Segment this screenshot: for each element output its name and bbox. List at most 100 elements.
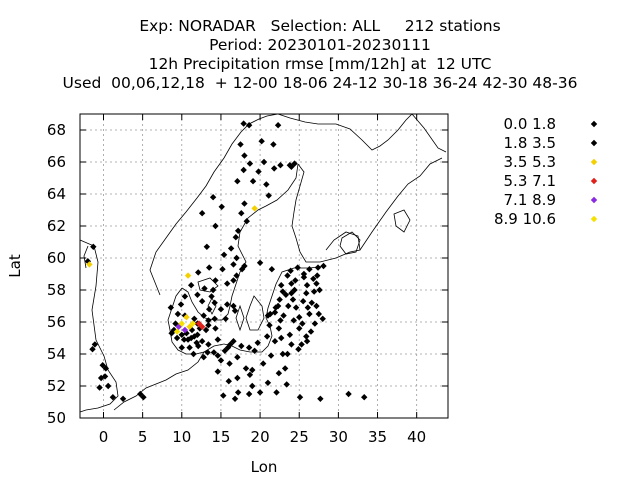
y-tick-label: 64 — [47, 185, 66, 203]
data-point — [212, 325, 219, 332]
data-point — [174, 310, 182, 318]
data-point — [226, 360, 233, 367]
data-points — [84, 120, 368, 402]
data-point — [233, 272, 240, 279]
data-point — [86, 261, 93, 268]
data-point — [270, 141, 277, 148]
data-point — [315, 310, 323, 318]
data-point — [264, 379, 272, 386]
data-point — [173, 334, 181, 342]
data-point — [296, 394, 304, 401]
data-point — [283, 381, 290, 388]
legend-marker — [590, 196, 598, 204]
data-point — [277, 162, 284, 169]
data-point — [308, 299, 315, 306]
data-point — [246, 371, 254, 378]
data-point — [96, 384, 103, 391]
data-point — [256, 259, 264, 266]
data-point — [181, 293, 189, 300]
data-point — [109, 394, 117, 401]
data-point — [237, 141, 244, 148]
data-point — [260, 360, 267, 367]
data-point — [240, 120, 247, 127]
data-point — [303, 338, 311, 345]
data-point — [276, 296, 283, 303]
data-point — [292, 304, 300, 311]
data-point — [277, 317, 284, 324]
data-point — [231, 307, 239, 314]
data-point — [194, 331, 201, 338]
data-point — [242, 365, 250, 372]
data-point — [241, 200, 248, 207]
data-point — [243, 218, 250, 225]
x-tick-label: 25 — [290, 428, 309, 446]
data-point — [296, 325, 303, 332]
data-point — [194, 291, 201, 298]
data-point — [286, 331, 294, 338]
data-point — [256, 389, 264, 396]
data-point — [234, 178, 241, 185]
data-point — [314, 272, 321, 279]
data-point — [288, 280, 295, 287]
data-point — [284, 350, 291, 358]
data-point — [249, 382, 256, 390]
legend-label: 3.5 5.3 — [504, 153, 556, 171]
data-point — [217, 357, 225, 364]
data-point — [225, 378, 232, 385]
data-point — [289, 296, 297, 303]
data-point — [209, 286, 217, 294]
data-point — [224, 280, 231, 287]
data-point — [255, 168, 262, 175]
data-point — [231, 395, 239, 402]
data-point — [200, 312, 207, 319]
y-tick-label: 68 — [47, 121, 66, 139]
x-tick-label: 40 — [407, 428, 426, 446]
data-point — [101, 373, 109, 380]
data-point — [220, 251, 228, 258]
data-point — [295, 346, 302, 353]
data-point — [303, 290, 310, 297]
data-point — [272, 304, 279, 311]
data-point — [230, 261, 237, 268]
data-point — [319, 315, 326, 322]
data-point — [267, 310, 274, 318]
x-tick-label: 30 — [329, 428, 348, 446]
y-tick-label: 62 — [47, 217, 66, 235]
data-point — [177, 301, 185, 308]
data-point — [280, 312, 287, 319]
data-point — [263, 181, 270, 188]
data-point — [190, 350, 197, 358]
data-point — [234, 354, 241, 361]
data-point — [195, 342, 202, 350]
data-point — [102, 365, 110, 372]
data-point — [198, 210, 206, 217]
data-point — [275, 325, 283, 332]
data-point — [303, 282, 311, 289]
data-point — [140, 394, 147, 401]
data-point — [186, 344, 193, 351]
data-point — [265, 192, 272, 199]
data-point — [282, 291, 290, 298]
plot-frame — [79, 113, 449, 419]
data-point — [210, 349, 218, 356]
x-tick-label: 0 — [99, 428, 109, 446]
y-tick-label: 52 — [47, 377, 66, 395]
data-point — [313, 280, 320, 287]
data-point — [198, 323, 206, 330]
data-point — [214, 368, 222, 375]
chart-title-line-4: Used 00,06,12,18 + 12-00 18-06 24-12 30-… — [62, 74, 578, 92]
data-point — [245, 390, 253, 398]
data-point — [205, 306, 213, 313]
data-point — [310, 275, 317, 282]
data-point — [288, 290, 295, 297]
data-point — [167, 304, 175, 311]
data-point — [204, 349, 211, 356]
legend-marker — [590, 158, 598, 166]
data-point — [292, 277, 299, 284]
data-point — [245, 344, 253, 351]
data-point — [294, 264, 301, 271]
data-point — [195, 269, 202, 276]
data-point — [181, 326, 189, 334]
data-point — [233, 254, 240, 262]
data-point — [198, 298, 206, 305]
